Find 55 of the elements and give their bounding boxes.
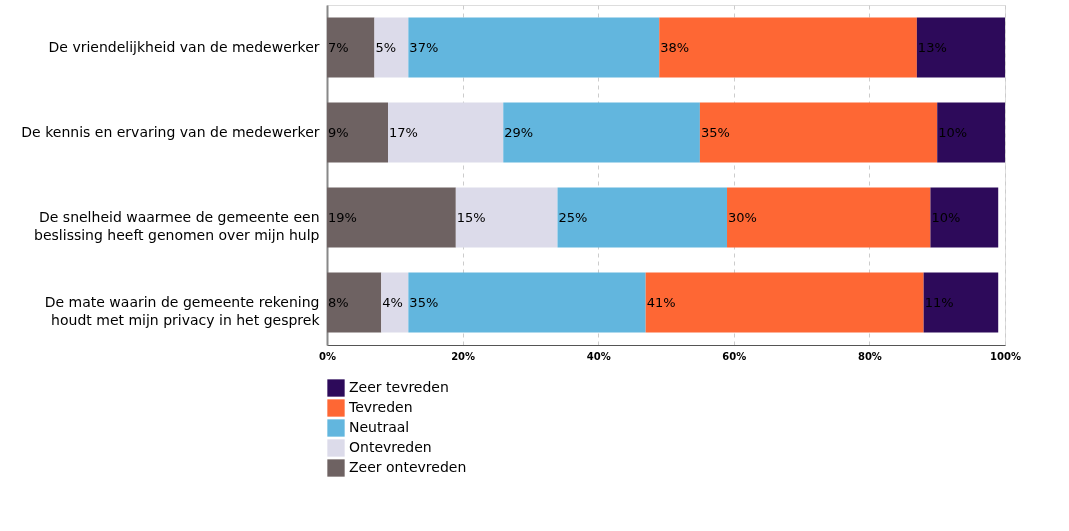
data-label: 4%	[382, 294, 403, 310]
data-label: 10%	[931, 209, 961, 225]
data-label: 7%	[328, 39, 349, 55]
y-tick-label: De snelheid waarmee de gemeente een beslissing heeft genomen over mijn hulp	[34, 208, 320, 243]
x-tick-label: 20%	[451, 350, 476, 362]
x-tick-label: 100%	[990, 350, 1021, 362]
data-label: 25%	[558, 209, 588, 225]
bar	[930, 187, 999, 248]
bar	[408, 17, 660, 78]
data-label: 29%	[504, 124, 534, 140]
data-label: 15%	[456, 209, 486, 225]
legend-label: Neutraal	[349, 419, 410, 435]
data-label: 37%	[409, 39, 439, 55]
data-label: 17%	[389, 124, 418, 140]
bar	[699, 102, 938, 163]
data-label: 19%	[328, 209, 357, 225]
bar	[916, 17, 1005, 78]
data-label: 30%	[728, 209, 757, 225]
bar	[327, 272, 382, 333]
y-tick-label: De vriendelijkheid van de medewerker	[48, 38, 320, 55]
bar	[388, 102, 504, 163]
data-label: 5%	[375, 39, 397, 55]
data-label: 11%	[924, 294, 954, 310]
bar	[455, 187, 558, 248]
bar	[937, 102, 1005, 163]
bar	[327, 102, 389, 163]
data-label: 38%	[660, 39, 690, 55]
bar	[645, 272, 924, 333]
y-tick-label: De kennis en ervaring van de medewerker	[21, 123, 320, 140]
bar	[381, 272, 409, 333]
x-tick-label: 40%	[586, 350, 611, 362]
x-tick-label: 0%	[319, 350, 336, 362]
data-label: 10%	[938, 124, 968, 140]
legend-label: Zeer tevreden	[349, 379, 449, 395]
bar	[327, 187, 456, 248]
bar	[727, 187, 931, 248]
legend-label: Tevreden	[348, 399, 413, 415]
data-label: 35%	[700, 124, 730, 140]
data-label: 9%	[328, 124, 349, 140]
x-tick-label: 80%	[857, 350, 882, 362]
x-tick-label: 60%	[722, 350, 747, 362]
y-tick-label: De mate waarin de gemeente rekening houdt met mijn privacy in het gesprek	[44, 293, 321, 328]
data-label: 41%	[646, 294, 676, 310]
bar	[557, 187, 728, 248]
bar	[923, 272, 999, 333]
data-label: 35%	[409, 294, 439, 310]
bar	[327, 17, 375, 78]
data-label: 13%	[917, 39, 947, 55]
data-label: 8%	[328, 294, 349, 310]
bar	[374, 17, 409, 78]
bar	[408, 272, 646, 333]
legend-label: Zeer ontevreden	[349, 459, 467, 475]
legend-label: Ontevreden	[349, 439, 432, 455]
bar	[503, 102, 700, 163]
bar	[659, 17, 917, 78]
